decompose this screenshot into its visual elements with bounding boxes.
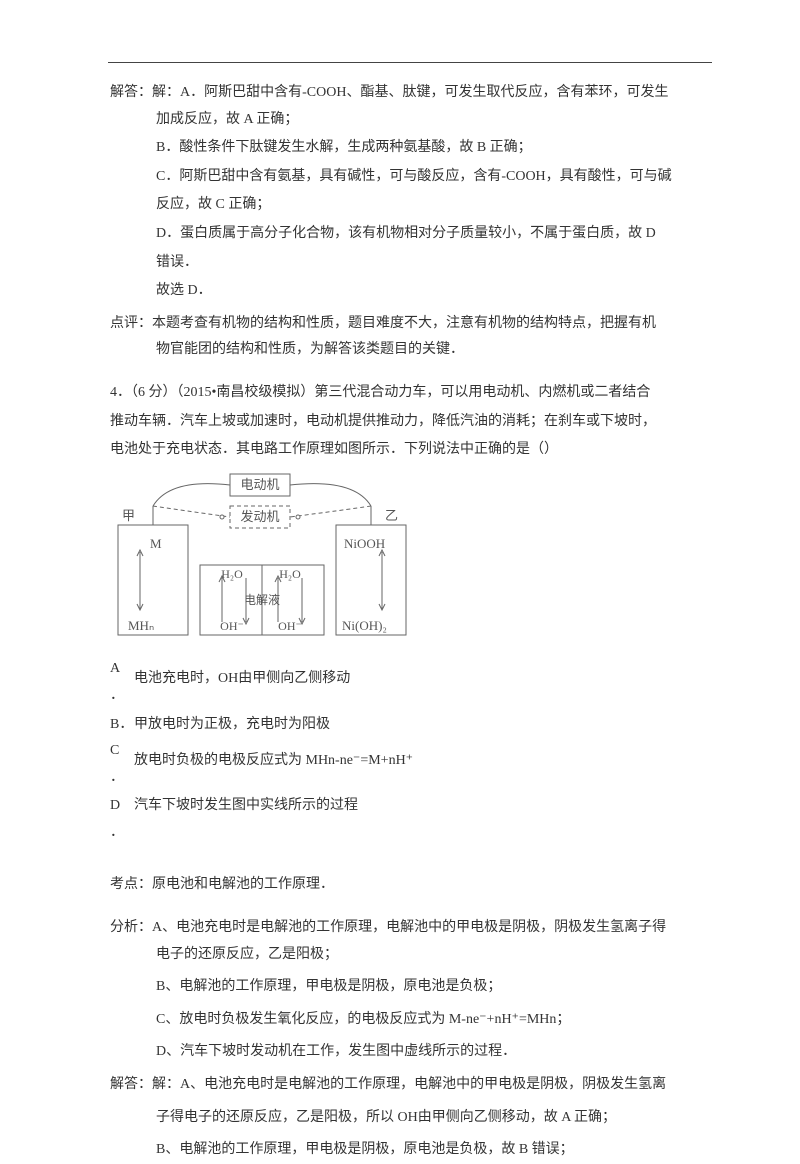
label-NiOH2: Ni(OH)₂ [342, 618, 387, 633]
option-text: 电池充电时，OH由甲侧向乙侧移动 [134, 656, 710, 693]
answer-line: 子得电子的还原反应，乙是阳极，所以 OH由甲侧向乙侧移动，故 A 正确； [110, 1105, 710, 1132]
kaodian: 考点： 原电池和电解池的工作原理． [110, 872, 710, 899]
top-rule [108, 62, 712, 63]
option-label: D． [110, 793, 134, 846]
fenxi-line: D、汽车下坡时发动机在工作，发生图中虚线所示的过程． [110, 1039, 710, 1066]
label-M: M [150, 536, 162, 551]
review-line: 物官能团的结构和性质，为解答该类题目的关键． [110, 337, 710, 364]
fenxi-line: 电子的还原反应，乙是阳极； [110, 942, 710, 969]
option-text: 汽车下坡时发生图中实线所示的过程 [134, 793, 710, 820]
label-jia: 甲 [122, 508, 135, 523]
option-text: 甲放电时为正极，充电时为阳极 [134, 712, 710, 739]
label-yi: 乙 [385, 508, 398, 523]
answer-label: 解答： [110, 80, 152, 107]
label-electrolyte: 电解液 [244, 592, 280, 607]
answer-line: B．酸性条件下肽键发生水解，生成两种氨基酸，故 B 正确； [110, 135, 710, 162]
option-text: 放电时负极的电极反应式为 MHn-ne⁻=M+nH⁺ [134, 738, 710, 775]
stem-line: 推动车辆．汽车上坡或加速时，电动机提供推动力，降低汽油的消耗；在刹车或下坡时， [110, 409, 710, 436]
circuit-diagram: 甲 乙 电动机 发动机 M MHₙ NiOOH Ni(OH)₂ H₂O H₂O … [110, 470, 710, 651]
fenxi-line: C、放电时负极发生氧化反应，的电极反应式为 M-ne⁻+nH⁺=MHn； [110, 1007, 710, 1034]
stem-line: 电池处于充电状态．其电路工作原理如图所示．下列说法中正确的是（） [110, 437, 710, 464]
answer-line: 反应，故 C 正确； [110, 192, 710, 219]
fenxi-line: A、电池充电时是电解池的工作原理，电解池中的甲电极是阴极，阴极发生氢离子得 [152, 915, 710, 942]
q3-answer: 解答： 解：A．阿斯巴甜中含有-COOH、酯基、肽键，可发生取代反应，含有苯环，… [110, 80, 710, 305]
label-H2O: H₂O [221, 567, 243, 581]
review-line: 本题考查有机物的结构和性质，题目难度不大，注意有机物的结构特点，把握有机 [152, 311, 710, 338]
answer-line: C．阿斯巴甜中含有氨基，具有碱性，可与酸反应，含有-COOH，具有酸性，可与碱 [110, 164, 710, 191]
option-label: C． [110, 738, 134, 791]
answer-label: 解答： [110, 1072, 152, 1099]
option-label: B． [110, 712, 134, 739]
kaodian-text: 原电池和电解池的工作原理． [152, 872, 710, 899]
label-H2O: H₂O [279, 567, 301, 581]
option-label: A． [110, 656, 134, 709]
answer-line: 错误． [110, 250, 710, 277]
answer-line: B、电解池的工作原理，甲电极是阴极，原电池是负极，故 B 错误； [110, 1137, 710, 1164]
q4-stem: 4．（6 分）（2015•南昌校级模拟）第三代混合动力车，可以用电动机、内燃机或… [110, 380, 710, 464]
answer-line: 解：A、电池充电时是电解池的工作原理，电解池中的甲电极是阴极，阴极发生氢离 [152, 1072, 710, 1099]
stem-line: 4．（6 分）（2015•南昌校级模拟）第三代混合动力车，可以用电动机、内燃机或… [110, 380, 710, 407]
answer-line: 故选 D． [110, 278, 710, 305]
label-engine: 发动机 [240, 509, 279, 524]
q3-review: 点评： 本题考查有机物的结构和性质，题目难度不大，注意有机物的结构特点，把握有机… [110, 311, 710, 364]
review-label: 点评： [110, 311, 152, 338]
q4-options: A． 电池充电时，OH由甲侧向乙侧移动 B． 甲放电时为正极，充电时为阳极 C．… [110, 656, 710, 846]
label-NiOOH: NiOOH [344, 536, 385, 551]
q4-answer: 解答： 解：A、电池充电时是电解池的工作原理，电解池中的甲电极是阴极，阴极发生氢… [110, 1072, 710, 1164]
label-OH: OH⁻ [278, 619, 302, 633]
fenxi-line: B、电解池的工作原理，甲电极是阴极，原电池是负极； [110, 974, 710, 1001]
fenxi-label: 分析： [110, 915, 152, 942]
label-motor: 电动机 [240, 477, 279, 492]
answer-line: 解：A．阿斯巴甜中含有-COOH、酯基、肽键，可发生取代反应，含有苯环，可发生 [152, 80, 710, 107]
fenxi: 分析： A、电池充电时是电解池的工作原理，电解池中的甲电极是阴极，阴极发生氢离子… [110, 915, 710, 1066]
kaodian-label: 考点： [110, 872, 152, 899]
answer-line: D．蛋白质属于高分子化合物，该有机物相对分子质量较小，不属于蛋白质，故 D [110, 221, 710, 248]
answer-line: 加成反应，故 A 正确； [110, 107, 710, 134]
label-MHn: MHₙ [128, 618, 154, 633]
label-OH: OH⁻ [220, 619, 244, 633]
